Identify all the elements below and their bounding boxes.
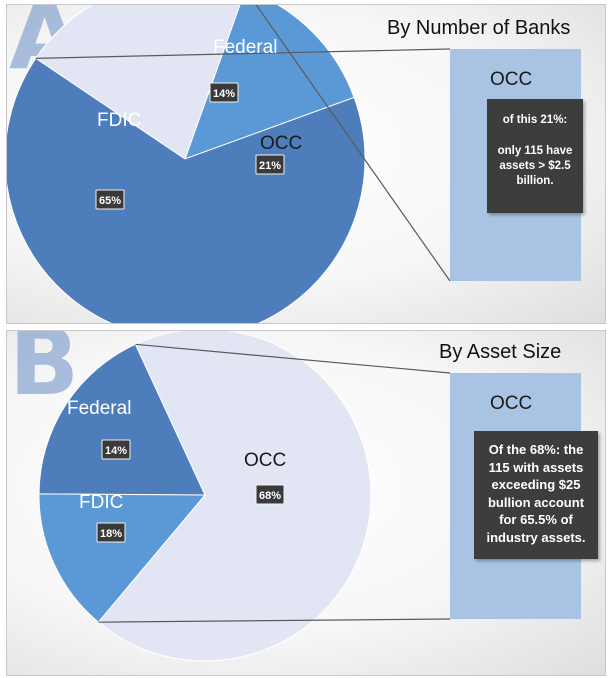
connector-line-bottom-b	[98, 618, 451, 623]
pct-badge-bg-occ-b	[255, 484, 285, 505]
connector-line-top-b	[135, 343, 451, 374]
pct-badge-bg-fdic-b	[96, 522, 126, 543]
pct-badge-bg-federal-b	[101, 439, 131, 460]
chart-title-a: By Number of Banks	[387, 17, 571, 39]
pie-slice-fdic-a	[7, 57, 366, 323]
pct-value-federal-b: 14%	[105, 445, 127, 457]
pie-slice-fdic-b	[38, 343, 206, 496]
pct-badge-federal-b: 14%	[101, 439, 131, 460]
pct-badge-bg-occ-a	[255, 154, 285, 175]
occ-note-b-text: Of the 68%: the 115 with assets exceedin…	[486, 442, 586, 545]
slice-label-occ-a: OCC	[260, 133, 302, 154]
pie-slice-occ-b	[97, 331, 372, 662]
occ-note-a: of this 21%: only 115 have assets > $2.5…	[487, 99, 583, 213]
occ-breakout-label-a: OCC	[490, 69, 532, 90]
panel-letter-b: B	[9, 330, 80, 416]
connector-line-bottom-a	[255, 5, 451, 282]
pct-badge-fdic-b: 18%	[96, 522, 126, 543]
occ-note-a-line-2: only 115 have assets > $2.5 billion.	[497, 145, 573, 187]
slice-label-fdic-b: FDIC	[79, 492, 123, 513]
slice-label-occ-b: OCC	[244, 450, 286, 471]
pct-badge-fdic-a: 65%	[95, 189, 125, 210]
connector-line-top-a	[35, 48, 451, 59]
chart-panel-a: A By Number of Banks OCCFederal14%OCC21%…	[6, 4, 606, 324]
pie-slice-occ-a	[35, 5, 241, 160]
pie-slice-federal-a	[184, 5, 355, 160]
occ-note-b: Of the 68%: the 115 with assets exceedin…	[474, 431, 598, 559]
slice-label-federal-a: Federal	[213, 37, 277, 58]
pct-value-fdic-a: 65%	[99, 195, 121, 207]
occ-breakout-label-b: OCC	[490, 393, 532, 414]
chart-title-b: By Asset Size	[439, 341, 562, 363]
occ-note-a-line-1: of this 21%:	[502, 114, 568, 126]
slice-label-fdic-a: FDIC	[97, 110, 141, 131]
pie-slice-federal-b	[38, 493, 207, 623]
slice-label-federal-b: Federal	[67, 398, 131, 419]
pct-badge-bg-federal-a	[209, 82, 239, 103]
pct-badge-occ-b: 68%	[255, 484, 285, 505]
pct-value-occ-a: 21%	[259, 160, 281, 172]
chart-panel-b: B By Asset Size OCC OCC 68% FDIC 18% Federal 1…	[6, 330, 606, 676]
pct-value-federal-a: 14%	[213, 88, 235, 100]
pct-value-fdic-b: 18%	[100, 528, 122, 540]
pct-badge-federal-a: 14%	[209, 82, 239, 103]
pct-badge-occ-a: 21%	[255, 154, 285, 175]
pct-badge-bg-fdic-a	[95, 189, 125, 210]
pct-value-occ-b: 68%	[259, 490, 281, 502]
